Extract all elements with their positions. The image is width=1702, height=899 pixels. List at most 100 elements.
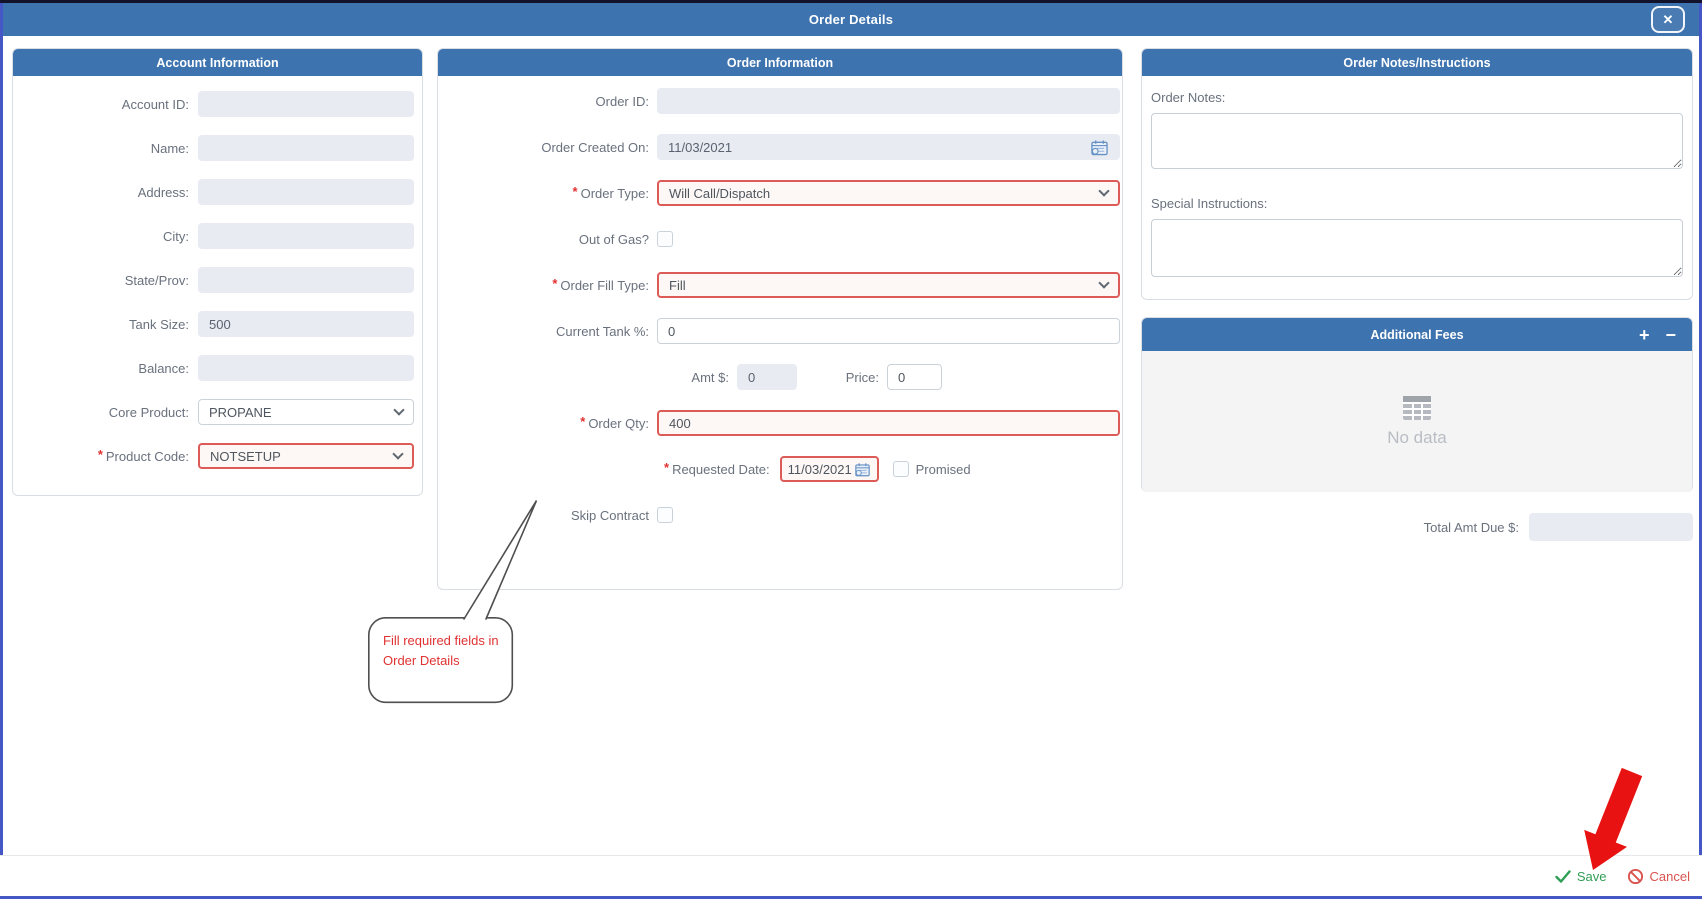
tank-size-row: Tank Size: xyxy=(13,311,422,337)
order-fill-type-select[interactable]: Fill xyxy=(657,272,1120,298)
total-amt-due-label: Total Amt Due $: xyxy=(1423,519,1519,535)
order-type-select[interactable]: Will Call/Dispatch xyxy=(657,180,1120,206)
amt-input xyxy=(737,364,797,390)
order-id-input xyxy=(657,88,1120,114)
chevron-down-icon xyxy=(1098,277,1110,289)
product-code-select[interactable]: NOTSETUP xyxy=(198,443,414,469)
state-prov-row: State/Prov: xyxy=(13,267,422,293)
skip-contract-checkbox[interactable] xyxy=(657,507,673,523)
additional-fees-panel: Additional Fees + − No data xyxy=(1141,317,1693,492)
requested-date-row: * Requested Date: 11/03/2021 xyxy=(664,456,1122,482)
calendar-icon[interactable] xyxy=(1090,139,1109,156)
additional-fees-title: Additional Fees xyxy=(1370,327,1464,342)
state-prov-input xyxy=(198,267,414,293)
order-notes-textarea[interactable] xyxy=(1151,113,1683,169)
requested-date-field[interactable]: 11/03/2021 xyxy=(779,456,879,482)
save-button[interactable]: Save xyxy=(1555,869,1607,884)
ban-icon xyxy=(1627,868,1643,884)
name-label: Name: xyxy=(150,140,189,156)
product-code-value: NOTSETUP xyxy=(210,448,281,464)
city-row: City: xyxy=(13,223,422,249)
balance-row: Balance: xyxy=(13,355,422,381)
core-product-select[interactable]: PROPANE xyxy=(198,399,414,425)
out-of-gas-checkbox[interactable] xyxy=(657,231,673,247)
callout-text: Fill required fields in Order Details xyxy=(383,633,499,668)
current-tank-row: Current Tank %: xyxy=(438,318,1122,344)
order-created-on-label: Order Created On: xyxy=(541,139,649,155)
address-label: Address: xyxy=(137,184,189,200)
order-fill-type-value: Fill xyxy=(669,277,686,293)
order-qty-row: * Order Qty: xyxy=(438,410,1122,436)
order-qty-label: * Order Qty: xyxy=(580,413,649,431)
price-label: Price: xyxy=(845,369,879,385)
order-fill-type-row: * Order Fill Type: Fill xyxy=(438,272,1122,298)
promised-checkbox[interactable] xyxy=(892,461,909,477)
no-data-text: No data xyxy=(1387,428,1447,447)
product-code-label: * Product Code: xyxy=(97,446,189,464)
requested-date-label: * Requested Date: xyxy=(664,459,770,477)
account-id-input xyxy=(198,91,414,117)
chevron-down-icon xyxy=(393,404,405,416)
order-type-value: Will Call/Dispatch xyxy=(669,185,771,201)
close-icon: ✕ xyxy=(1662,11,1674,27)
price-input[interactable] xyxy=(887,364,942,390)
product-code-row: * Product Code: NOTSETUP xyxy=(13,443,422,469)
city-label: City: xyxy=(163,228,189,244)
total-amt-due-input xyxy=(1529,513,1693,541)
out-of-gas-label: Out of Gas? xyxy=(578,231,649,247)
dialog-title: Order Details xyxy=(808,12,894,27)
required-asterisk: * xyxy=(97,446,103,462)
address-row: Address: xyxy=(13,179,422,205)
skip-contract-row: Skip Contract xyxy=(438,502,1122,528)
state-prov-label: State/Prov: xyxy=(124,272,189,288)
check-icon xyxy=(1555,869,1571,883)
current-tank-input[interactable] xyxy=(657,318,1120,344)
order-notes-label: Order Notes: xyxy=(1151,90,1226,105)
order-id-label: Order ID: xyxy=(595,93,649,109)
order-notes-header: Order Notes/Instructions xyxy=(1142,49,1692,76)
required-asterisk: * xyxy=(552,275,558,291)
required-asterisk: * xyxy=(664,459,670,475)
name-input xyxy=(198,135,414,161)
chevron-down-icon xyxy=(1098,185,1110,197)
city-input xyxy=(198,223,414,249)
skip-contract-label: Skip Contract xyxy=(570,507,649,523)
cancel-button[interactable]: Cancel xyxy=(1627,868,1690,885)
balance-input xyxy=(198,355,414,381)
amt-label: Amt $: xyxy=(691,369,729,385)
calendar-icon[interactable] xyxy=(854,462,871,477)
chevron-down-icon xyxy=(392,448,404,460)
account-id-row: Account ID: xyxy=(13,91,422,117)
order-type-row: * Order Type: Will Call/Dispatch xyxy=(438,180,1122,206)
out-of-gas-row: Out of Gas? xyxy=(438,226,1122,252)
save-label: Save xyxy=(1576,868,1607,884)
core-product-value: PROPANE xyxy=(209,404,272,420)
remove-fee-button[interactable]: − xyxy=(1665,324,1676,345)
promised-label: Promised xyxy=(915,461,971,477)
fees-empty-state: No data xyxy=(1142,351,1692,492)
cancel-label: Cancel xyxy=(1649,868,1690,884)
required-asterisk: * xyxy=(580,413,586,429)
name-row: Name: xyxy=(13,135,422,161)
close-button[interactable]: ✕ xyxy=(1651,6,1685,33)
order-id-row: Order ID: xyxy=(438,88,1122,114)
special-instructions-textarea[interactable] xyxy=(1151,219,1683,277)
requested-date-value: 11/03/2021 xyxy=(787,461,852,477)
order-fill-type-label: * Order Fill Type: xyxy=(552,275,649,293)
add-fee-button[interactable]: + xyxy=(1638,324,1650,345)
order-information-header: Order Information xyxy=(438,49,1122,76)
address-input xyxy=(198,179,414,205)
tank-size-label: Tank Size: xyxy=(129,316,189,332)
table-icon xyxy=(1403,396,1431,420)
total-amt-due-row: Total Amt Due $: xyxy=(1141,513,1693,541)
dialog-titlebar: Order Details ✕ xyxy=(3,3,1699,36)
order-created-on-row: Order Created On: 11/03/2021 xyxy=(438,134,1122,160)
order-qty-input[interactable] xyxy=(657,410,1120,436)
amt-price-row: Amt $: Price: xyxy=(657,364,1122,390)
current-tank-label: Current Tank %: xyxy=(556,323,649,339)
account-information-header: Account Information xyxy=(13,49,422,76)
core-product-row: Core Product: PROPANE xyxy=(13,399,422,425)
order-created-on-value: 11/03/2021 xyxy=(668,139,733,155)
dialog-top-border xyxy=(0,0,1702,3)
